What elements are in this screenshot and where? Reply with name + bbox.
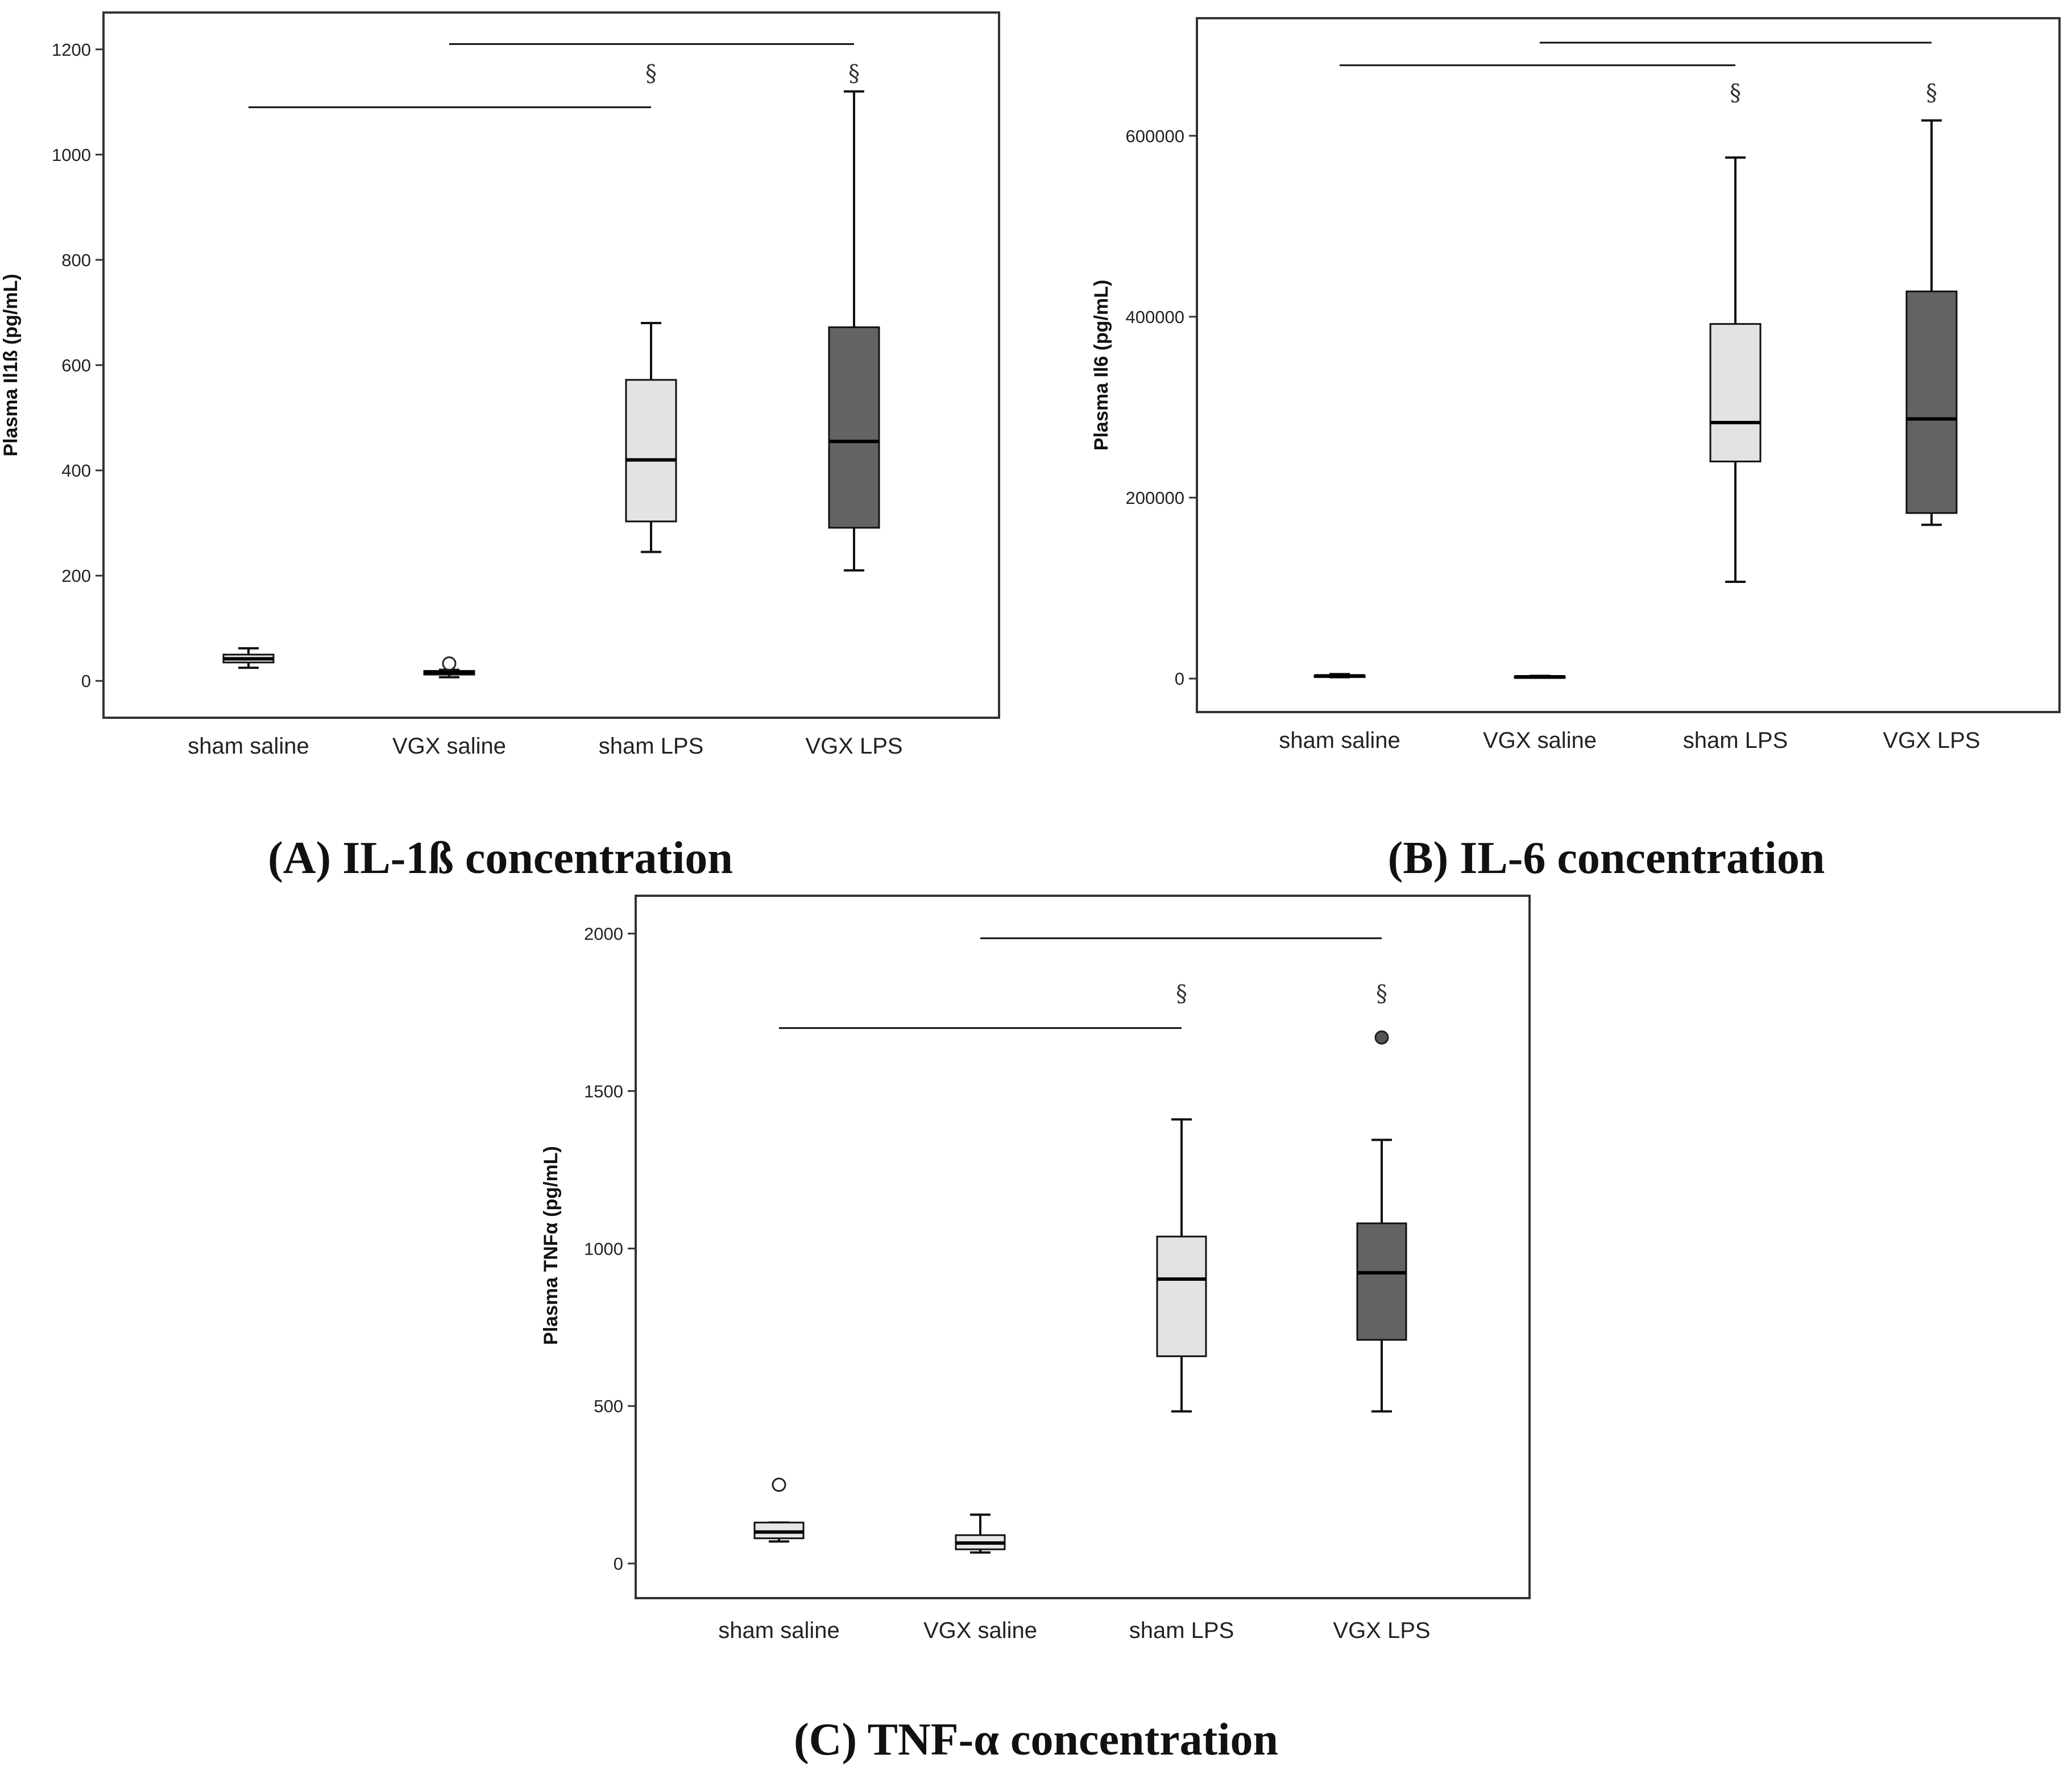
panel-a-caption: (A) IL-1ß concentration (268, 833, 733, 883)
panel-a-significance-mark-0: § (645, 60, 657, 86)
panel-b-x-category-label-3: VGX LPS (1883, 728, 1980, 753)
panel-b-box-1 (1514, 675, 1566, 679)
panel-b-il6-chart: Plasma Il6 (pg/mL) 0 200000 400000 600000 sh… (1091, 17, 2061, 883)
panel-a-box-2-iqr (625, 379, 677, 523)
panel-c-box-3-outlier-0 (1374, 1030, 1389, 1045)
panel-a-caption-text: IL-1ß concentration (342, 833, 733, 883)
panel-a-x-category-label-0: sham saline (188, 734, 309, 759)
panel-c-box-2-iqr (1156, 1235, 1207, 1358)
panel-a-box-0 (222, 647, 275, 669)
panel-c-significance-mark-0: § (1176, 981, 1187, 1007)
panel-c-box-1 (955, 1513, 1006, 1554)
panel-c-y-axis-label: Plasma TNFα (pg/mL) (540, 1146, 562, 1345)
panel-a-y-tick-label-2: 400 (61, 461, 91, 481)
panel-a-y-tick-label-6: 1200 (52, 40, 91, 60)
panel-b-box-3-iqr (1905, 290, 1958, 514)
panel-a-il1b-chart: Plasma Il1ß (pg/mL) 0 200 400 600 800 1000 120… (0, 11, 1000, 883)
panel-a-significance-mark-1: § (848, 60, 860, 86)
panel-c-x-category-label-2: sham LPS (1129, 1618, 1234, 1643)
panel-c-box-0 (753, 1478, 805, 1543)
panel-b-x-category-label-2: sham LPS (1683, 728, 1788, 753)
panel-c-caption-letter: (C) (794, 1715, 857, 1765)
panel-a-y-tick-label-4: 800 (61, 250, 91, 270)
panel-a-box-3-iqr (828, 326, 880, 529)
panel-a-marks: 0 200 400 600 800 1000 1200 sham saline VGX sali… (52, 40, 903, 759)
panel-c-caption-text: TNF-α concentration (868, 1715, 1278, 1765)
panel-c-tnfa-chart: Plasma TNFα (pg/mL) 0 500 1000 1500 2000 sham… (540, 895, 1531, 1765)
panel-b-x-category-label-0: sham saline (1279, 728, 1400, 753)
panel-b-caption-text: IL-6 concentration (1460, 833, 1825, 883)
panel-a-box-1-outlier-0 (442, 656, 457, 671)
panel-b-marks: 0 200000 400000 600000 sham saline VGX saline… (1126, 42, 1980, 753)
panel-a-x-category-label-2: sham LPS (599, 734, 704, 759)
panel-c-marks: 0 500 1000 1500 2000 sham saline VGX saline sha… (584, 924, 1431, 1643)
panel-c-box-0-outlier-0 (772, 1478, 786, 1492)
panel-c-box-3-iqr (1356, 1222, 1407, 1341)
panel-a-caption-letter: (A) (268, 833, 331, 883)
panel-a-y-axis-label: Plasma Il1ß (pg/mL) (0, 274, 22, 456)
panel-b-box-3 (1905, 119, 1958, 526)
panel-a-box-2 (625, 321, 677, 553)
panel-c-x-category-label-0: sham saline (718, 1618, 839, 1643)
panel-a-y-tick-label-3: 600 (61, 355, 91, 375)
panel-b-y-axis-label: Plasma Il6 (pg/mL) (1091, 280, 1112, 450)
panel-c-box-3 (1356, 1030, 1407, 1413)
panel-a-y-tick-label-5: 1000 (52, 145, 91, 165)
panel-c-y-tick-label-0: 0 (614, 1554, 623, 1574)
panel-b-y-tick-label-2: 400000 (1126, 307, 1184, 327)
panel-c-box-2 (1156, 1118, 1207, 1413)
panel-b-significance-mark-0: § (1730, 80, 1741, 106)
panel-a-y-tick-label-0: 0 (81, 671, 91, 691)
panel-a-box-1 (423, 656, 475, 678)
panel-b-caption: (B) IL-6 concentration (1388, 833, 1825, 883)
panel-c-significance-mark-1: § (1376, 981, 1387, 1007)
panel-b-significance-mark-1: § (1926, 80, 1937, 106)
panel-b-box-0 (1313, 673, 1366, 678)
panel-b-box-2 (1709, 156, 1762, 583)
panel-c-y-tick-label-1: 500 (594, 1396, 623, 1416)
panel-a-x-category-label-1: VGX saline (392, 734, 506, 759)
panel-c-x-category-label-3: VGX LPS (1333, 1618, 1430, 1643)
panel-b-x-category-label-1: VGX saline (1483, 728, 1597, 753)
panel-b-y-tick-label-0: 0 (1175, 669, 1184, 689)
panel-a-x-category-label-3: VGX LPS (805, 734, 902, 759)
panel-c-y-tick-label-2: 1000 (584, 1239, 623, 1259)
panel-c-y-tick-label-4: 2000 (584, 924, 623, 944)
panel-b-y-tick-label-1: 200000 (1126, 488, 1184, 508)
panel-a-box-3 (828, 90, 880, 572)
panel-c-x-category-label-1: VGX saline (923, 1618, 1037, 1643)
panel-b-box-2-iqr (1709, 323, 1762, 462)
panel-b-y-tick-label-3: 600000 (1126, 126, 1184, 146)
panel-c-caption: (C) TNF-α concentration (794, 1715, 1278, 1765)
panel-a-y-tick-label-1: 200 (61, 566, 91, 586)
panel-c-y-tick-label-3: 1500 (584, 1081, 623, 1101)
panel-b-caption-letter: (B) (1388, 833, 1449, 883)
